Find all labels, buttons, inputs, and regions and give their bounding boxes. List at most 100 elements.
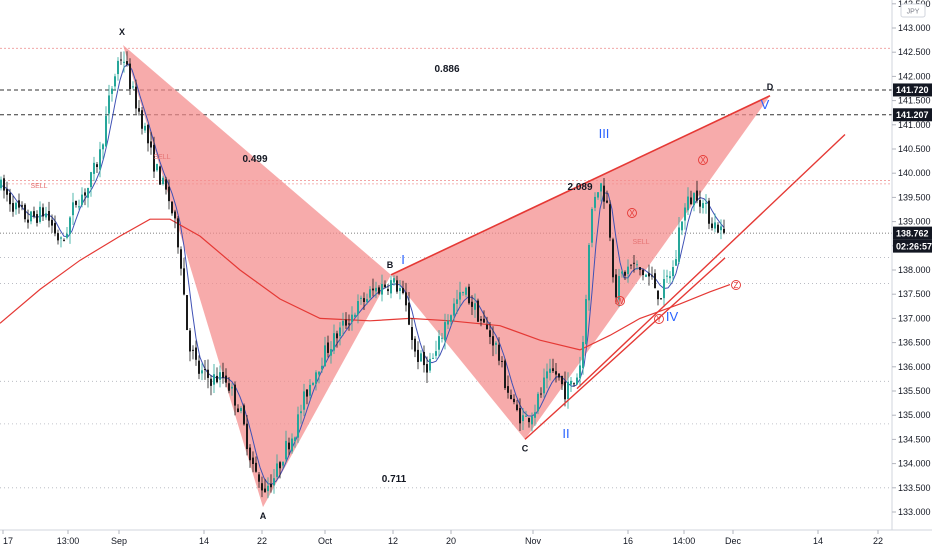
price-axis-tick-label: 140.000 xyxy=(898,168,931,178)
candle-body xyxy=(291,438,293,452)
candle-body xyxy=(45,213,47,218)
candle-body xyxy=(147,124,149,144)
candle-body xyxy=(204,368,206,370)
candle-body xyxy=(498,344,500,361)
candle-body xyxy=(330,349,332,356)
candle-body xyxy=(417,349,419,362)
candle-body xyxy=(249,447,251,461)
price-axis[interactable]: 133.000 133.500 134.000 134.500 135.000 135.5… xyxy=(892,0,931,517)
candle-body xyxy=(702,203,704,209)
sub-wave-circle xyxy=(731,280,741,290)
candle-body xyxy=(411,327,413,340)
sub-wave-label: W xyxy=(616,297,624,306)
trend-lines xyxy=(524,133,846,440)
candle-body xyxy=(213,374,215,385)
candle-body xyxy=(207,369,209,378)
candle-body xyxy=(168,186,170,202)
candle-body xyxy=(3,178,5,191)
candle-body xyxy=(696,190,698,201)
candle-body xyxy=(387,289,389,292)
candle-body xyxy=(447,320,449,325)
candle-body xyxy=(246,423,248,450)
candle-body xyxy=(438,336,440,350)
candle-body xyxy=(597,192,599,198)
candle-body xyxy=(462,292,464,294)
candle-body xyxy=(333,333,335,351)
candle-body xyxy=(231,386,233,389)
candle-body xyxy=(189,330,191,352)
candle-body xyxy=(108,95,110,114)
candle-body xyxy=(12,203,14,212)
pattern-point-b: B xyxy=(387,260,394,270)
candle-body xyxy=(606,200,608,203)
candle-body xyxy=(528,418,530,423)
candle-body xyxy=(105,115,107,147)
candle-body xyxy=(609,204,611,238)
candle-body xyxy=(522,415,524,422)
time-axis-tick-label: 14 xyxy=(813,536,823,546)
price-axis-tick-label: 137.000 xyxy=(898,313,931,323)
candle-body xyxy=(651,275,653,277)
fib-ratio-label: 0.886 xyxy=(434,64,459,75)
time-axis-tick-label: 14:00 xyxy=(673,536,696,546)
fib-ratio-label: 2.089 xyxy=(567,182,592,193)
candle-body xyxy=(633,262,635,264)
candle-body xyxy=(348,323,350,325)
candle-body xyxy=(582,341,584,369)
elliott-wave-label: III xyxy=(599,126,610,141)
candle-body xyxy=(594,196,596,208)
candle-body xyxy=(645,274,647,277)
time-axis-tick-label: 20 xyxy=(446,536,456,546)
candle-body xyxy=(480,318,482,321)
candle-body xyxy=(465,287,467,295)
candle-body xyxy=(675,259,677,266)
candle-body xyxy=(75,200,77,205)
elliott-wave-label: I xyxy=(401,252,405,267)
candle-body xyxy=(81,194,83,205)
candle-body xyxy=(459,292,461,300)
price-axis-tick-label: 136.000 xyxy=(898,362,931,372)
candle-body xyxy=(699,200,701,207)
currency-badge[interactable]: JPY xyxy=(900,3,926,18)
candle-body xyxy=(579,365,581,379)
candle-body xyxy=(165,179,167,190)
candle-body xyxy=(135,86,137,109)
candle-body xyxy=(6,189,8,195)
candle-body xyxy=(234,384,236,406)
candle-body xyxy=(324,345,326,367)
candle-body xyxy=(591,208,593,243)
candle-body xyxy=(258,474,260,482)
candle-body xyxy=(357,301,359,315)
candlestick-series xyxy=(0,51,725,499)
pattern-leg-bd xyxy=(390,95,771,276)
candle-body xyxy=(240,407,242,411)
candle-body xyxy=(216,375,218,383)
candle-body xyxy=(114,76,116,87)
candle-body xyxy=(471,301,473,307)
price-axis-tick-label: 141.500 xyxy=(898,96,931,106)
candle-body xyxy=(186,295,188,331)
time-axis[interactable]: 17 13:00 Sep 14 22 Oct 12 20 Nov 16 14:00 Dec 14 22 xyxy=(2,530,883,546)
candle-body xyxy=(705,202,707,204)
candle-body xyxy=(414,338,416,352)
candle-body xyxy=(390,280,392,294)
candle-body xyxy=(714,222,716,229)
candle-body xyxy=(552,368,554,372)
candle-body xyxy=(441,337,443,339)
candle-body xyxy=(198,360,200,374)
candle-body xyxy=(225,375,227,383)
candle-body xyxy=(318,371,320,375)
pattern-triangle-xab xyxy=(123,44,391,508)
candle-body xyxy=(393,278,395,283)
price-axis-tick-label: 141.000 xyxy=(898,120,931,130)
candle-body xyxy=(573,383,575,385)
candle-body xyxy=(0,179,2,189)
candle-body xyxy=(297,414,299,438)
candle-body xyxy=(78,206,80,208)
price-axis-tick-label: 142.500 xyxy=(898,47,931,57)
pattern-point-a: A xyxy=(260,511,267,521)
candle-body xyxy=(84,192,86,196)
sub-wave-circle xyxy=(654,314,664,324)
pattern-point-d: D xyxy=(767,82,774,92)
